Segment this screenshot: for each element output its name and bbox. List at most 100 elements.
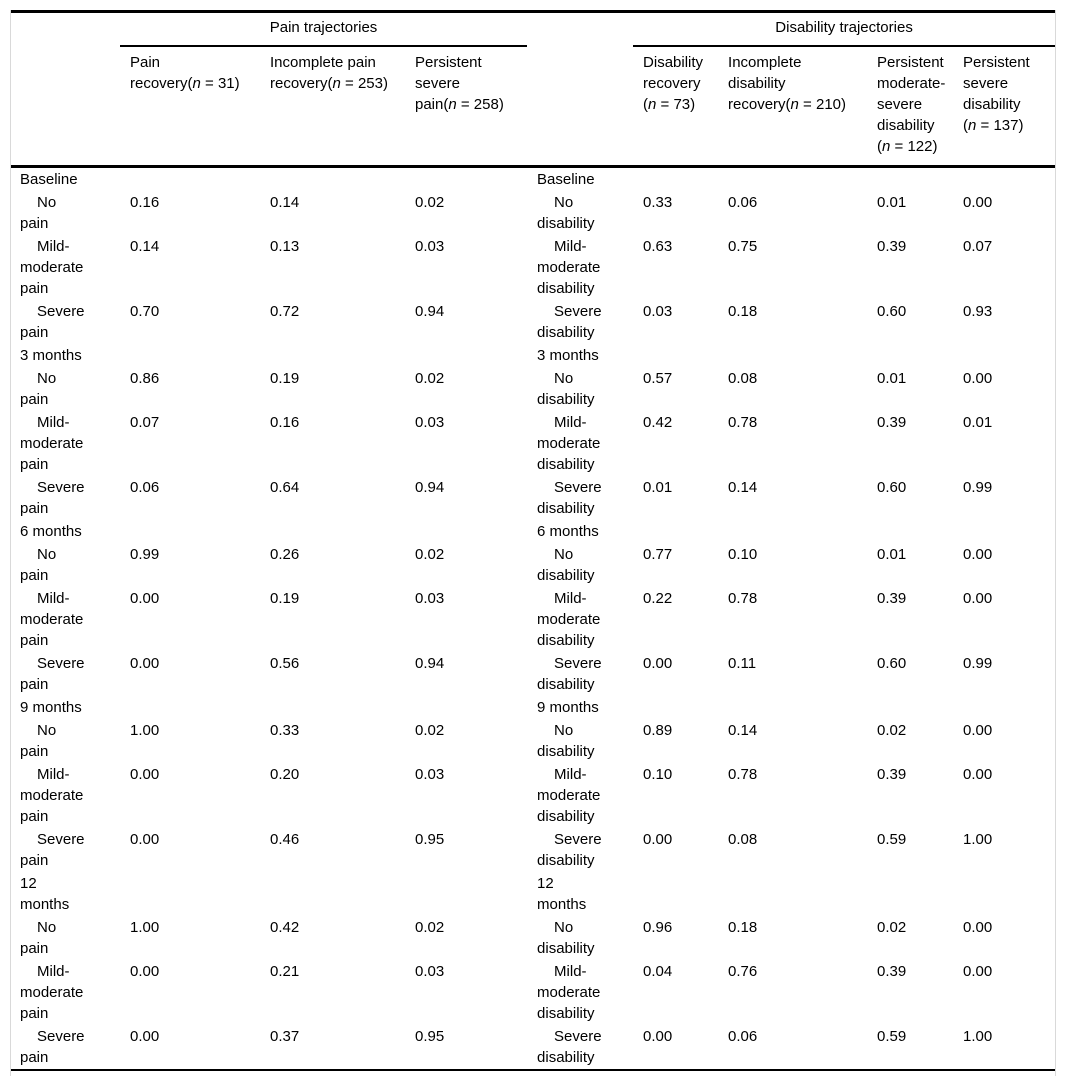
section-label-disability: 3 months xyxy=(537,347,599,364)
row-label-disability: Severe disability xyxy=(537,479,602,517)
table-row: Mild-moderate pain 0.07 0.16 0.03 Mild-modera… xyxy=(11,411,1055,476)
disability-value-cell: 0.11 xyxy=(728,655,757,672)
pain-value-cell: 0.14 xyxy=(270,194,300,211)
section-row: 3 months 3 months xyxy=(11,344,1055,367)
empty-cell xyxy=(260,344,405,367)
column-header-disability-0: Disability recovery (n = 73) xyxy=(633,46,719,168)
row-label-pain: Severe pain xyxy=(20,1028,85,1066)
disability-value-cell: 0.10 xyxy=(728,546,758,563)
row-label-disability: No disability xyxy=(537,722,595,760)
table-row: Mild-moderate pain 0.00 0.20 0.03 Mild-modera… xyxy=(11,763,1055,828)
pain-value-cell: 0.86 xyxy=(130,370,160,387)
disability-value-cell: 0.60 xyxy=(877,479,907,496)
table-row: No pain 0.86 0.19 0.02 No disability 0.57 0.08 0.… xyxy=(11,367,1055,411)
disability-value-cell: 0.07 xyxy=(963,238,993,255)
column-header-disability-1: Incomplete disability recovery(n = 210) xyxy=(718,46,868,168)
column-header-disability-3: Persistent severe disability (n = 137) xyxy=(953,46,1056,168)
pain-value-cell: 0.02 xyxy=(415,370,445,387)
disability-value-cell: 0.00 xyxy=(963,722,993,739)
group-header-pain: Pain trajectories xyxy=(120,11,528,47)
empty-cell xyxy=(260,696,405,719)
empty-cell xyxy=(718,872,867,916)
disability-value-cell: 0.57 xyxy=(643,370,673,387)
table-row: Mild-moderate pain 0.00 0.21 0.03 Mild-modera… xyxy=(11,960,1055,1025)
row-label-pain: Mild-moderate pain xyxy=(20,238,84,297)
pain-value-cell: 0.16 xyxy=(130,194,160,211)
pain-value-cell: 0.16 xyxy=(270,414,300,431)
disability-value-cell: 0.06 xyxy=(728,194,758,211)
row-label-disability: Mild-moderate disability xyxy=(537,238,601,297)
pain-value-cell: 1.00 xyxy=(130,919,160,936)
pain-value-cell: 0.02 xyxy=(415,546,445,563)
empty-cell xyxy=(633,872,718,916)
table-row: No pain 1.00 0.33 0.02 No disability 0.89 0.14 0.… xyxy=(11,719,1055,763)
empty-cell xyxy=(633,520,718,543)
disability-value-cell: 0.60 xyxy=(877,655,907,672)
pain-value-cell: 0.06 xyxy=(130,479,160,496)
disability-value-cell: 0.42 xyxy=(643,414,673,431)
table-row: Severe pain 0.00 0.56 0.94 Severe disability 0.… xyxy=(11,652,1055,696)
empty-cell xyxy=(867,520,953,543)
disability-value-cell: 0.00 xyxy=(963,194,993,211)
disability-value-cell: 0.14 xyxy=(728,479,758,496)
pain-value-cell: 0.00 xyxy=(130,831,160,848)
empty-cell xyxy=(718,344,867,367)
pain-value-cell: 0.00 xyxy=(130,1028,160,1045)
disability-value-cell: 0.39 xyxy=(877,414,907,431)
pain-value-cell: 0.42 xyxy=(270,919,300,936)
empty-cell xyxy=(953,696,1055,719)
pain-value-cell: 1.00 xyxy=(130,722,160,739)
row-label-pain: Mild-moderate pain xyxy=(20,766,84,825)
empty-cell xyxy=(633,696,718,719)
section-label-pain: 3 months xyxy=(20,347,82,364)
empty-cell xyxy=(405,520,527,543)
disability-value-cell: 0.77 xyxy=(643,546,673,563)
table-row: Mild-moderate pain 0.00 0.19 0.03 Mild-modera… xyxy=(11,587,1055,652)
disability-value-cell: 0.01 xyxy=(963,414,993,431)
pain-value-cell: 0.94 xyxy=(415,303,445,320)
pain-value-cell: 0.02 xyxy=(415,194,445,211)
group-header-row: Pain trajectories Disability trajectories xyxy=(11,11,1056,47)
disability-value-cell: 0.01 xyxy=(877,194,907,211)
table-row: Severe pain 0.06 0.64 0.94 Severe disability 0.… xyxy=(11,476,1055,520)
disability-value-cell: 0.93 xyxy=(963,303,993,320)
disability-value-cell: 0.89 xyxy=(643,722,673,739)
pain-value-cell: 0.00 xyxy=(130,766,160,783)
pain-value-cell: 0.03 xyxy=(415,766,445,783)
pain-value-cell: 0.19 xyxy=(270,370,300,387)
disability-value-cell: 0.39 xyxy=(877,963,907,980)
disability-value-cell: 0.78 xyxy=(728,414,758,431)
section-label-disability: 9 months xyxy=(537,699,599,716)
section-row: 6 months 6 months xyxy=(11,520,1055,543)
row-label-disability: Severe disability xyxy=(537,831,602,869)
empty-cell xyxy=(260,167,405,192)
disability-value-cell: 0.00 xyxy=(963,766,993,783)
table-row: Severe pain 0.70 0.72 0.94 Severe disability 0.… xyxy=(11,300,1055,344)
disability-value-cell: 0.00 xyxy=(963,370,993,387)
empty-cell xyxy=(718,696,867,719)
pain-value-cell: 0.03 xyxy=(415,238,445,255)
section-row: 9 months 9 months xyxy=(11,696,1055,719)
pain-value-cell: 0.95 xyxy=(415,831,445,848)
disability-value-cell: 0.02 xyxy=(877,919,907,936)
section-label-pain: 9 months xyxy=(20,699,82,716)
pain-value-cell: 0.26 xyxy=(270,546,300,563)
table-row: Severe pain 0.00 0.46 0.95 Severe disability 0.… xyxy=(11,828,1055,872)
stub-header-disability xyxy=(527,12,633,47)
row-label-disability: No disability xyxy=(537,919,595,957)
empty-cell xyxy=(633,344,718,367)
table-body: Baseline Baseline No pain 0.16 0.14 0.02 No disa… xyxy=(11,167,1055,1071)
empty-cell xyxy=(867,872,953,916)
empty-cell xyxy=(718,520,867,543)
pain-value-cell: 0.56 xyxy=(270,655,300,672)
pain-value-cell: 0.00 xyxy=(130,590,160,607)
empty-cell xyxy=(405,696,527,719)
empty-cell xyxy=(120,344,260,367)
row-label-pain: Severe pain xyxy=(20,655,85,693)
row-label-disability: No disability xyxy=(537,546,595,584)
disability-value-cell: 0.22 xyxy=(643,590,673,607)
column-header-empty-disability xyxy=(527,46,634,168)
pain-value-cell: 0.94 xyxy=(415,655,445,672)
pain-value-cell: 0.00 xyxy=(130,655,160,672)
disability-value-cell: 0.59 xyxy=(877,1028,907,1045)
